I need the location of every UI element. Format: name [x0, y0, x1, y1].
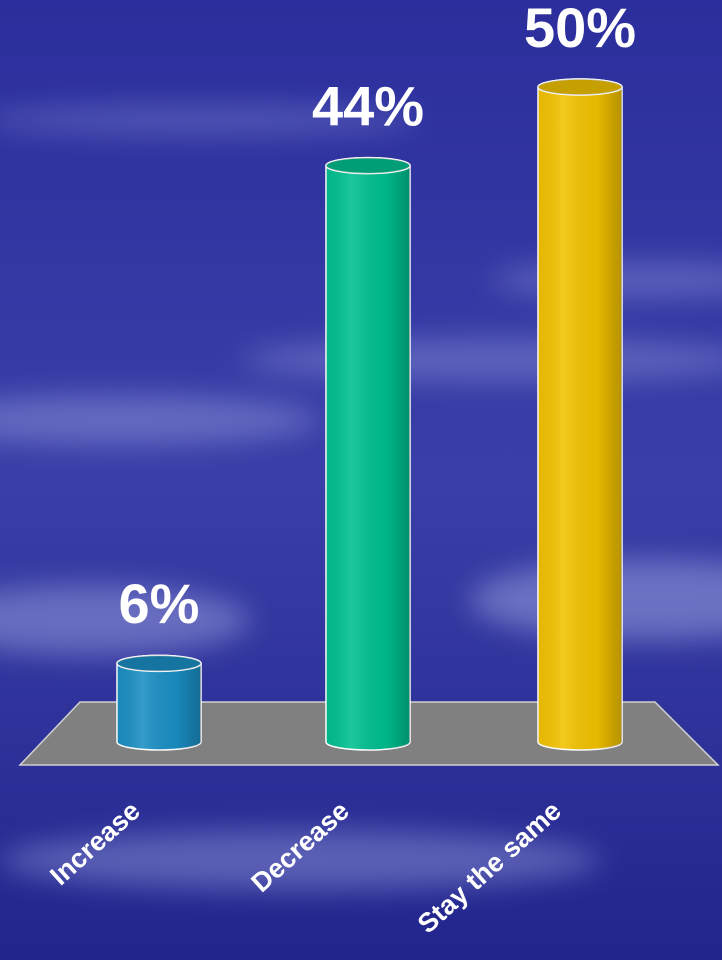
bar-shade	[538, 79, 622, 750]
bar-top	[116, 654, 202, 673]
bar-top	[325, 156, 411, 175]
bar-top-shade	[326, 157, 410, 174]
bar-shade	[117, 655, 201, 750]
bar-top-shade	[117, 655, 201, 672]
bar-top-shade	[538, 79, 622, 95]
value-label: 6%	[119, 572, 200, 635]
bar-shade	[326, 157, 410, 751]
value-label: 44%	[312, 74, 424, 137]
value-label: 50%	[524, 0, 636, 59]
bar-top	[537, 78, 623, 96]
